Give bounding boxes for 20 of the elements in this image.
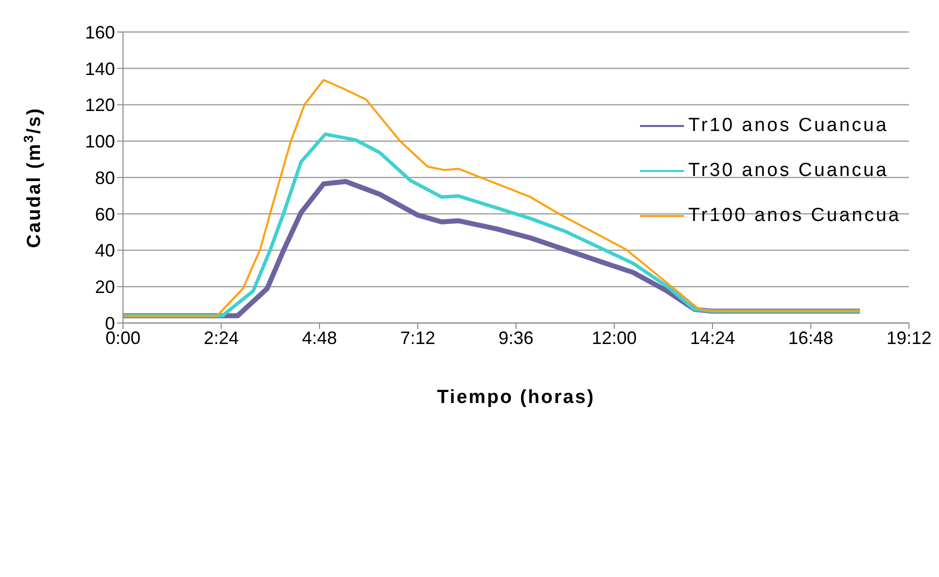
y-tick-label: 20 [94, 277, 115, 298]
x-tick-label: 12:00 [592, 328, 637, 348]
y-tick-label: 40 [94, 240, 115, 261]
x-tick-label: 14:24 [690, 328, 736, 348]
x-tick-label: 19:12 [886, 328, 932, 348]
y-tick-label: 120 [84, 95, 115, 116]
x-tick-label: 9:36 [498, 328, 534, 348]
legend-label: Tr100 anos Cuancua [688, 204, 901, 226]
legend-label: Tr30 anos Cuancua [688, 160, 888, 182]
x-tick-label: 2:24 [204, 328, 239, 348]
x-tick-label: 7:12 [400, 328, 436, 348]
x-axis-title: Tiempo (horas) [437, 387, 595, 408]
y-tick-label: 80 [94, 168, 115, 188]
y-tick-label: 100 [84, 132, 115, 152]
x-tick-label: 16:48 [788, 328, 834, 348]
y-tick-label: 140 [84, 58, 115, 79]
x-tick-label: 4:48 [302, 328, 338, 348]
legend-label: Tr10 anos Cuancua [688, 114, 888, 136]
y-tick-label: 160 [84, 22, 115, 42]
y-tick-label: 60 [94, 204, 115, 224]
